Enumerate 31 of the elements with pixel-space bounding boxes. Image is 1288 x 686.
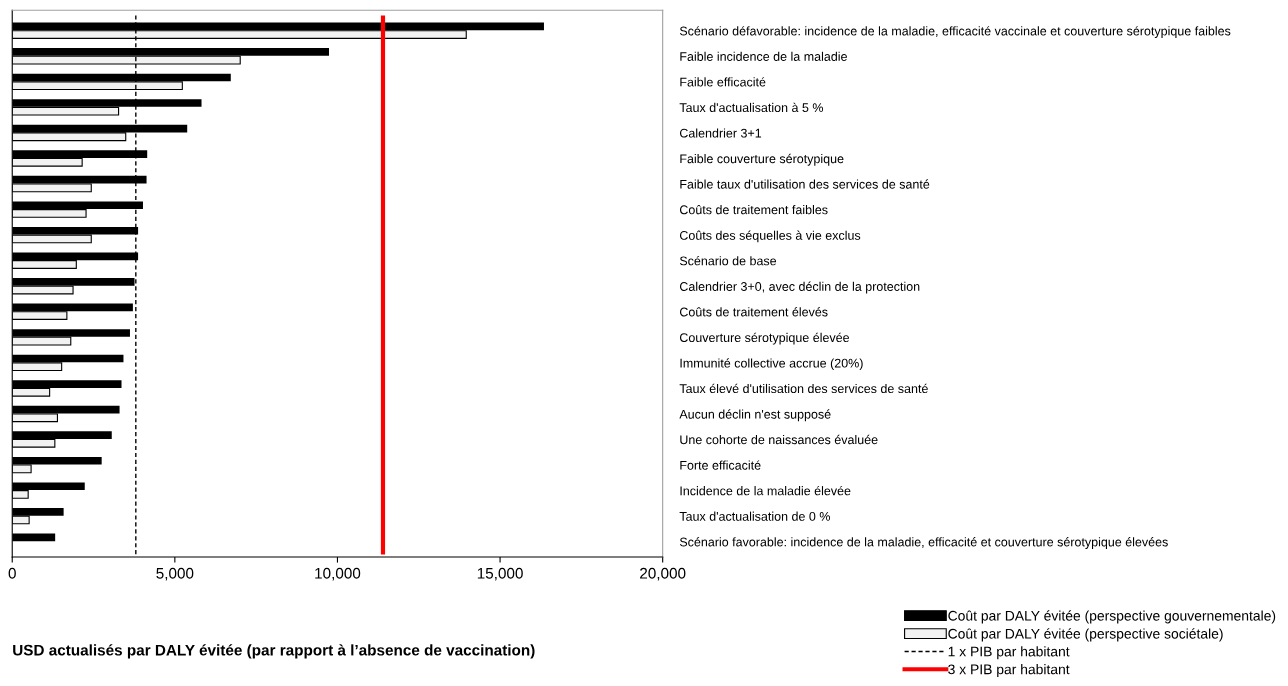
y-tick-label: Calendrier 3+1 [679,128,762,138]
x-tick-label: 0 [8,567,16,579]
y-tick-label: Faible efficacité [680,77,766,87]
y-tick-label: Aucun déclin n'est supposé [679,409,831,422]
y-tick-label: Scénario de base [679,255,777,266]
y-tick-label: Coûts des séquelles à vie exclus [679,230,861,243]
x-tick-label: 20,000 [640,567,686,581]
legend-label: Coût par DALY évitée (perspective gouvernementale) [948,610,1276,624]
y-tick-label: Scénario favorable: incidence de la maladie, efficacité et couverture sérotypique élevées [679,537,1168,549]
legend-label: 3 x PIB par habitant [948,664,1070,678]
legend-label: Coût par DALY évitée (perspective sociétale) [948,628,1223,642]
y-tick-label: Calendrier 3+0, avec déclin de la protection [679,281,920,294]
y-tick-label: Faible incidence de la maladie [680,51,847,61]
y-tick-label: Taux d'actualisation de 0 % [679,511,830,521]
y-tick-label: Faible couverture sérotypique [680,153,844,166]
x-tick-label: 10,000 [315,567,361,581]
y-tick-label: Incidence de la maladie élevée [680,485,851,496]
y-tick-label: Couverture sérotypique élevée [679,332,850,345]
y-tick-label: Immunité collective accrue (20%) [680,358,863,371]
y-tick-label: Scénario défavorable: incidence de la maladie, efficacité vaccinale et couverture sérotypique faibles [679,26,1231,38]
x-tick-label: 5,000 [156,567,194,581]
y-tick-label: Coûts de traitement élevés [679,307,828,317]
x-axis-title: USD actualisés par DALY évitée (par rapport à l’absence de vaccination) [13,644,535,659]
y-tick-label: Coûts de traitement faibles [679,205,828,215]
y-tick-label: Une cohorte de naissances évaluée [680,434,878,445]
y-tick-label: Faible taux d'utilisation des services de santé [680,179,930,189]
y-tick-label: Taux d'actualisation à 5 % [679,102,824,113]
y-tick-label: Taux élevé d'utilisation des services de santé [679,383,928,394]
x-tick-label: 15,000 [477,567,523,581]
legend-label: 1 x PIB par habitant [948,646,1070,660]
y-tick-label: Forte efficacité [680,460,761,470]
